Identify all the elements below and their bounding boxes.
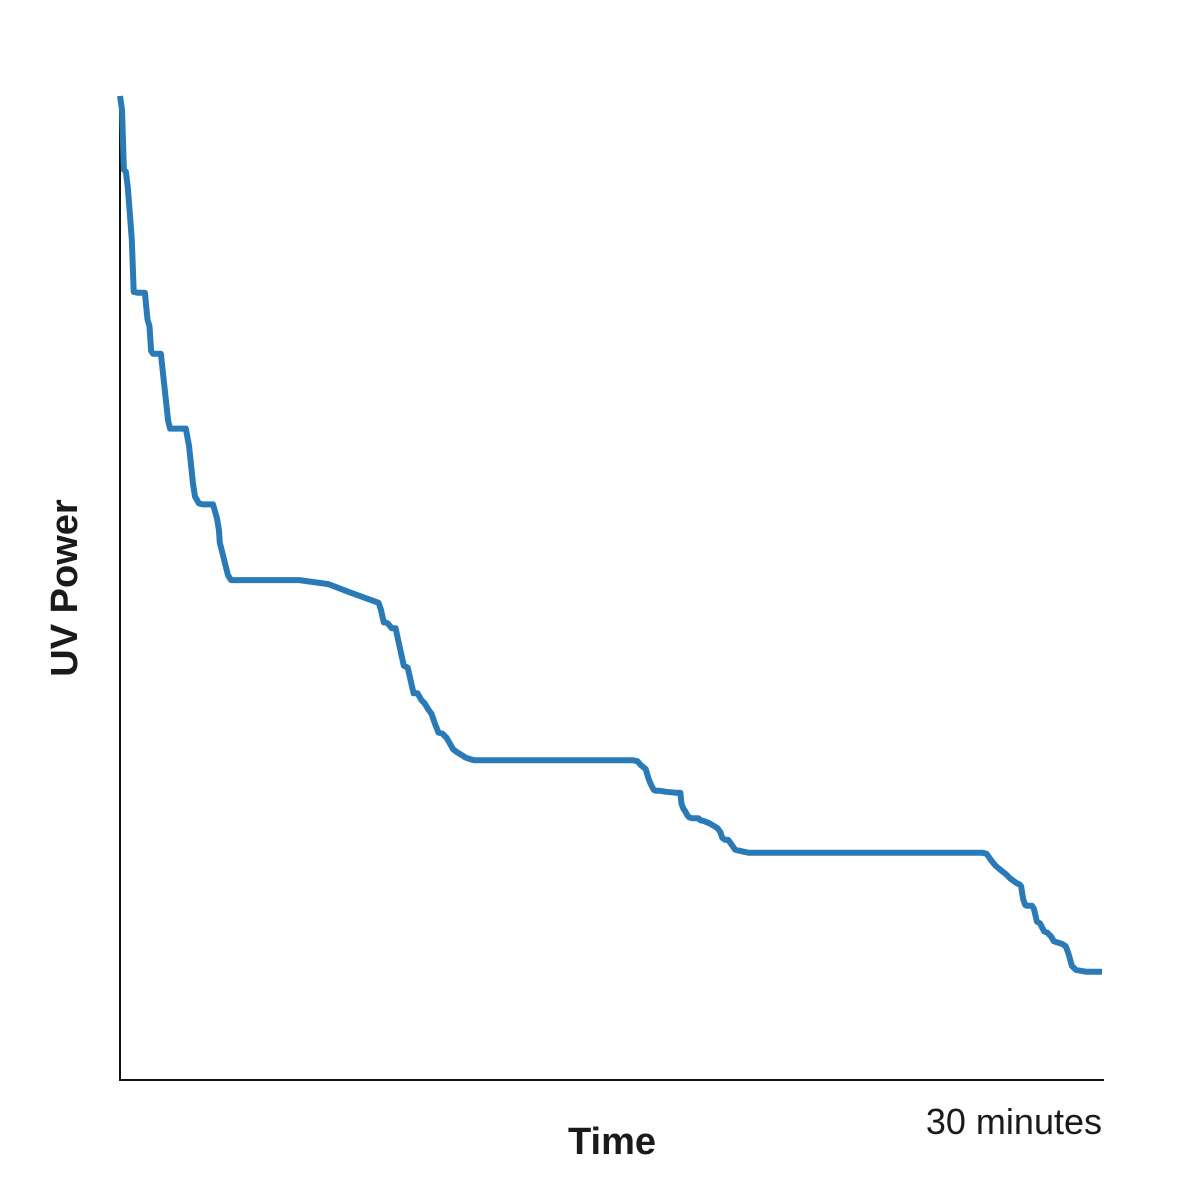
x-tick-label: 30 minutes (926, 1101, 1102, 1142)
series-layer (117, 95, 1102, 975)
series-line-1 (117, 95, 1102, 975)
x-tick-labels: 30 minutes (926, 1101, 1102, 1142)
y-axis-title: UV Power (44, 499, 86, 677)
x-axis-title: Time (568, 1121, 656, 1163)
